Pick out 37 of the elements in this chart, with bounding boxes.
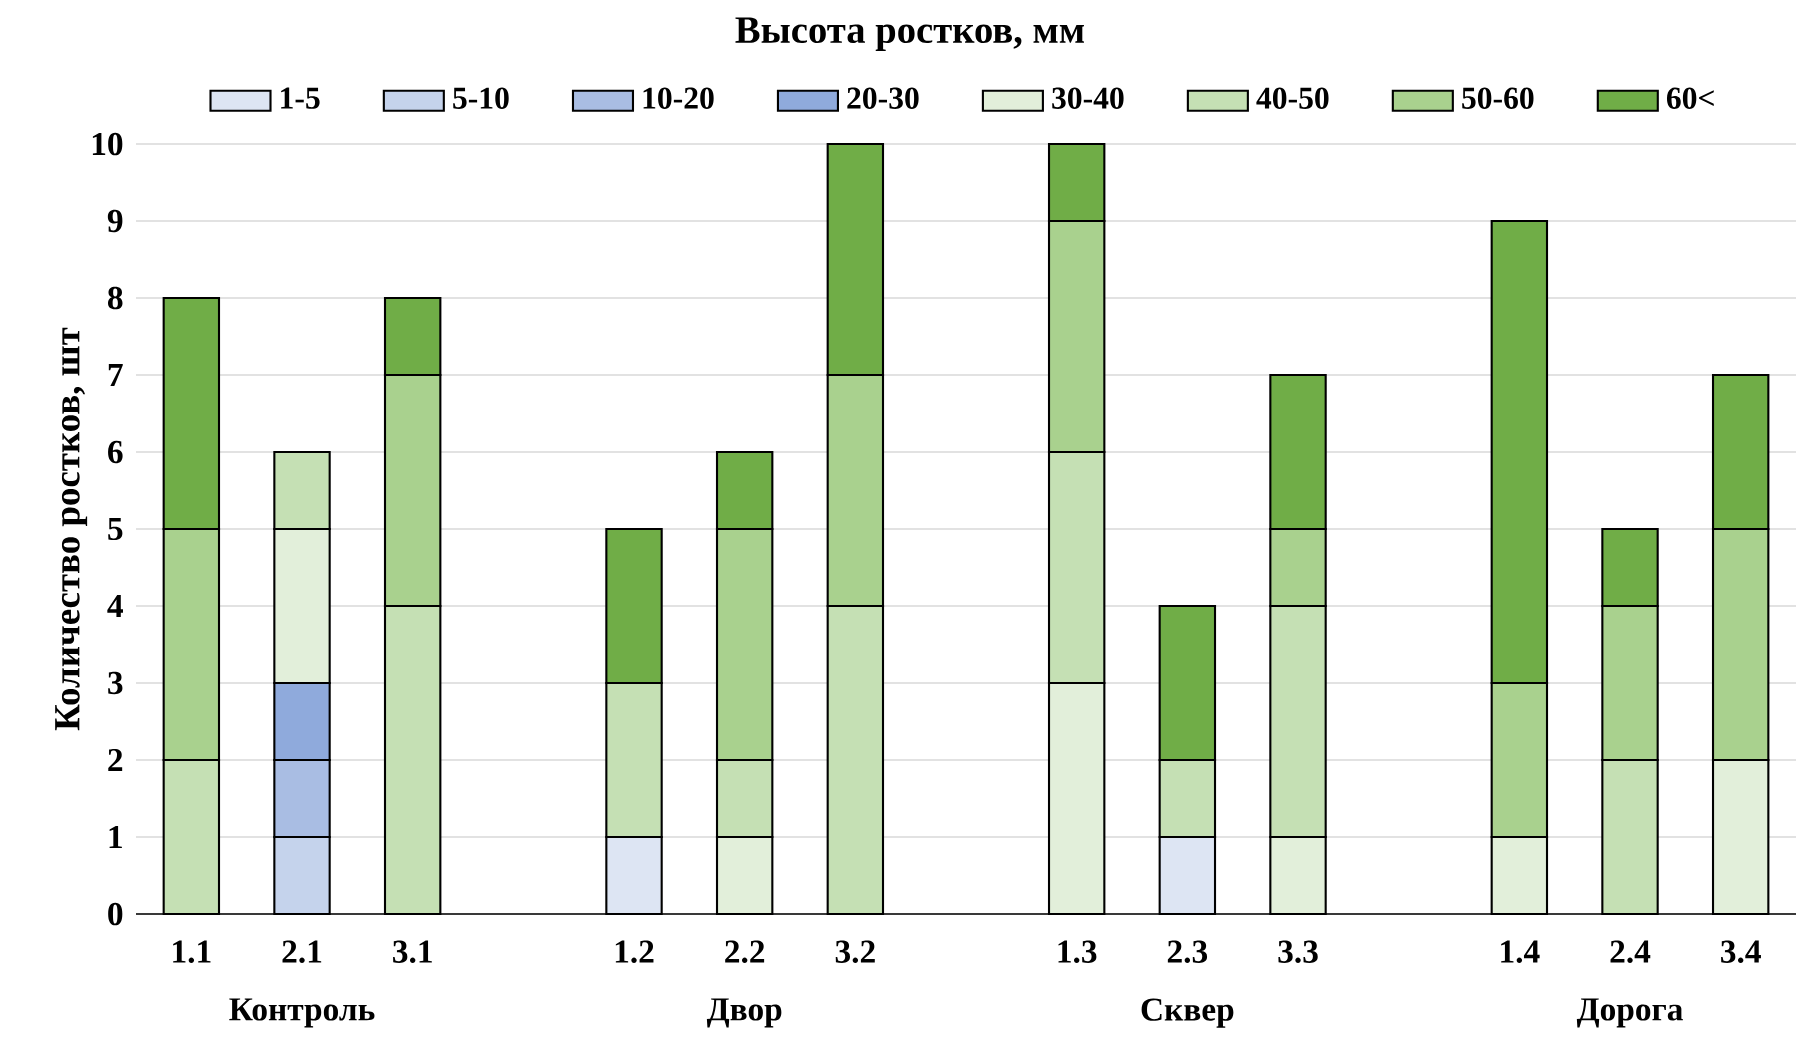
text: Двор: [706, 998, 782, 1028]
legend-label: 60<: [1666, 87, 1714, 109]
x-tick-label: 2.2: [725, 940, 765, 964]
y-tick-label: 1: [109, 825, 122, 849]
legend-label: 20-30: [847, 87, 919, 109]
legend-label: 10-20: [643, 87, 714, 109]
legend-label: 5-10: [453, 87, 509, 109]
y-tick-label: 0: [108, 902, 123, 926]
y-tick-label: 2: [108, 748, 123, 772]
text: Дорога: [1576, 998, 1683, 1028]
x-tick-label: 1.3: [1058, 940, 1097, 964]
text: Сквер: [1141, 998, 1234, 1028]
y-tick-label: 10: [92, 132, 123, 156]
y-tick-label: 5: [108, 517, 123, 541]
legend-label: 40-50: [1256, 87, 1329, 109]
x-tick-label: 2.3: [1167, 940, 1208, 964]
y-tick-label: 4: [107, 595, 123, 617]
chart-title: Высота ростков, мм: [735, 17, 1084, 51]
x-tick-label: 3.2: [835, 940, 875, 964]
x-tick-label: 3.3: [1278, 940, 1318, 964]
text: Контроль: [229, 998, 375, 1028]
legend-label: 1-5: [281, 87, 320, 109]
x-tick-label: 1.1: [173, 940, 211, 964]
x-tick-label: 2.4: [1610, 940, 1651, 964]
y-tick-label: 6: [108, 440, 123, 464]
legend-label: 30-40: [1052, 87, 1124, 109]
y-tick-label: 9: [107, 209, 123, 233]
x-tick-label: 3.1: [393, 940, 432, 964]
x-tick-label: 1.2: [615, 940, 654, 964]
x-tick-label: 3.4: [1721, 940, 1761, 964]
x-tick-label: 2.1: [282, 940, 322, 964]
x-tick-label: 1.4: [1501, 940, 1540, 964]
legend-label: 50-60: [1462, 87, 1534, 109]
y-tick-label: 8: [108, 286, 123, 310]
y-axis-title: Количество ростков, шт: [55, 327, 88, 731]
y-tick-label: 7: [108, 364, 123, 386]
y-tick-label: 3: [108, 671, 123, 695]
